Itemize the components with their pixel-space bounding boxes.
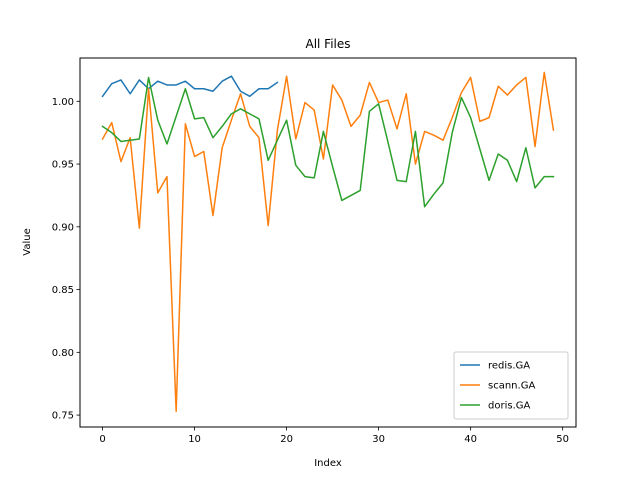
series-line-doris-ga bbox=[101, 76, 555, 208]
x-tick-label: 50 bbox=[556, 434, 569, 445]
legend-label: redis.GA bbox=[488, 361, 530, 372]
y-tick-label: 0.75 bbox=[52, 411, 74, 422]
y-tick-label: 0.90 bbox=[52, 222, 74, 233]
series-line-redis-ga bbox=[101, 75, 279, 98]
y-tick-label: 1.00 bbox=[52, 97, 74, 108]
x-axis-label: Index bbox=[314, 458, 342, 469]
series-line-scann-ga bbox=[101, 71, 555, 413]
x-tick-label: 40 bbox=[464, 434, 477, 445]
y-tick-label: 0.85 bbox=[52, 285, 74, 296]
y-axis-label: Value bbox=[22, 228, 33, 255]
legend-label: doris.GA bbox=[488, 401, 530, 412]
legend: redis.GA scann.GA doris.GA bbox=[453, 351, 569, 420]
y-tick-label: 0.80 bbox=[52, 348, 74, 359]
legend-label: scann.GA bbox=[488, 381, 535, 392]
x-tick-label: 30 bbox=[372, 434, 385, 445]
series-layer bbox=[101, 71, 555, 413]
y-tick-label: 0.95 bbox=[52, 160, 74, 171]
plot-frame bbox=[79, 57, 577, 428]
chart-title: All Files bbox=[305, 37, 350, 51]
x-tick-label: 0 bbox=[99, 434, 105, 445]
legend-box bbox=[453, 351, 569, 420]
x-tick-label: 20 bbox=[280, 434, 293, 445]
x-tick-label: 10 bbox=[188, 434, 201, 445]
axes-layer: 0 10 20 30 40 50 0.75 0.80 0.85 0.90 0.95 1.00 bbox=[52, 97, 569, 445]
